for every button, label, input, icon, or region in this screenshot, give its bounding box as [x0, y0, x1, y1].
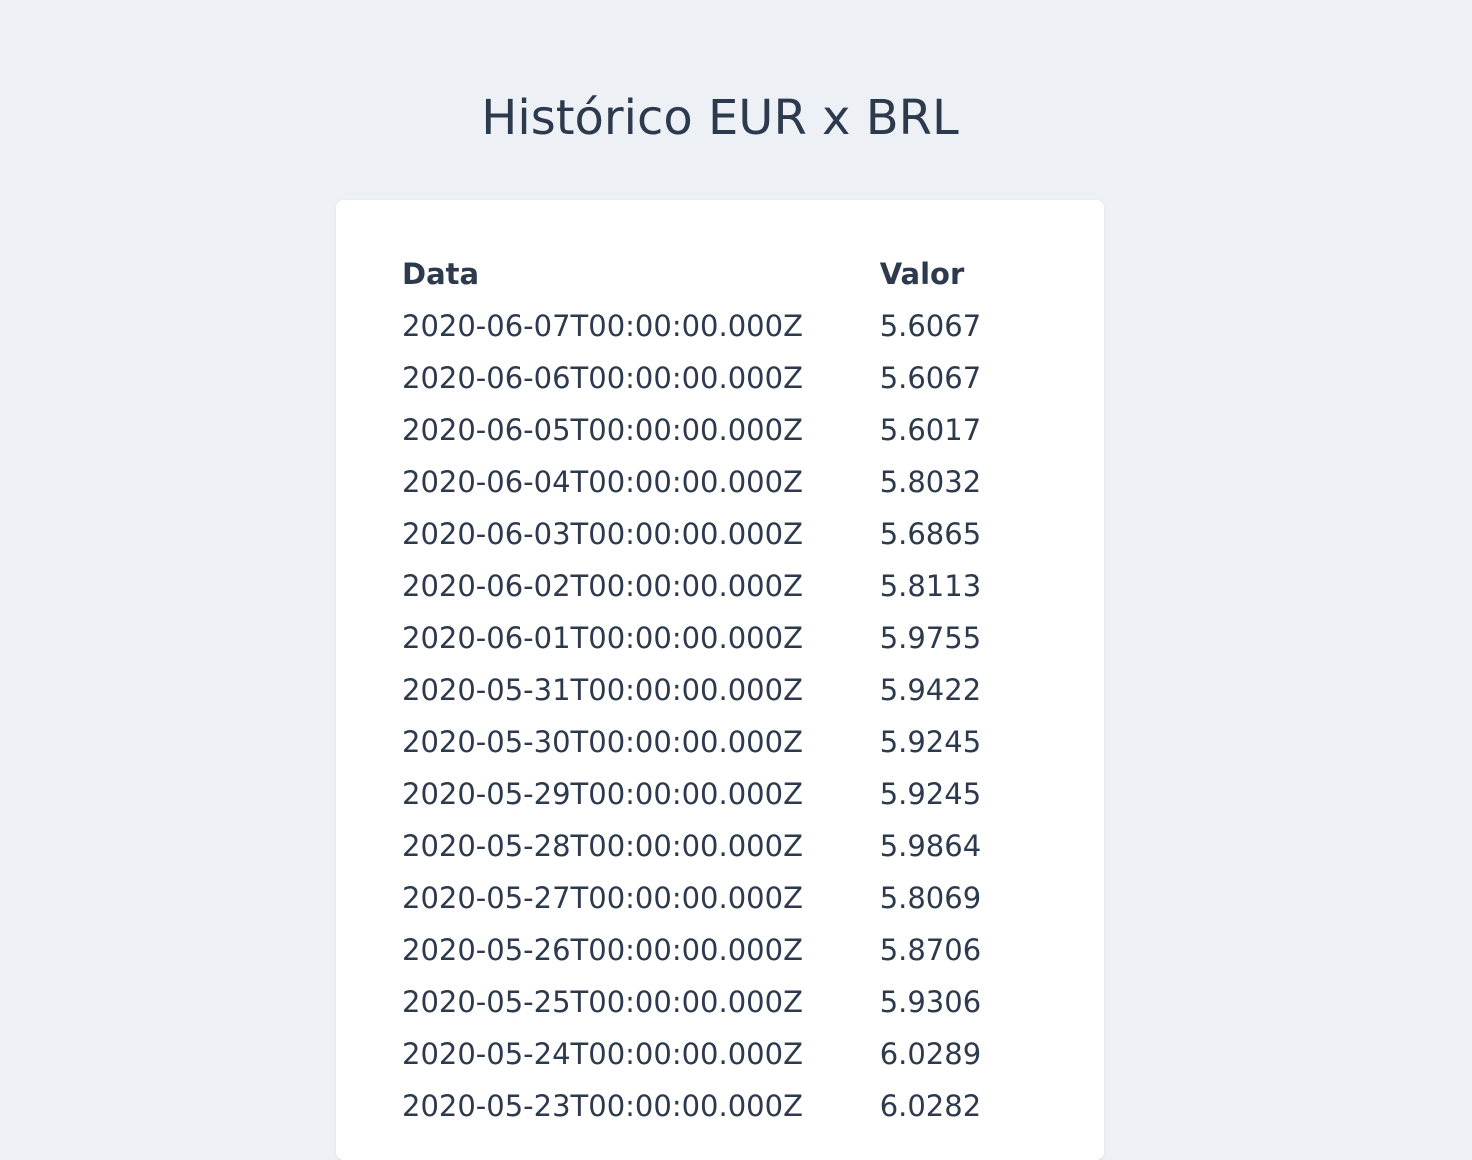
table-row: 2020-06-01T00:00:00.000Z 5.9755	[402, 612, 1038, 664]
column-header-value: Valor	[879, 257, 965, 291]
cell-date: 2020-06-05T00:00:00.000Z	[402, 413, 803, 447]
table-row: 2020-05-25T00:00:00.000Z 5.9306	[402, 976, 1038, 1028]
page-title: Histórico EUR x BRL	[481, 90, 959, 146]
table-row: 2020-05-31T00:00:00.000Z 5.9422	[402, 664, 1038, 716]
cell-value: 5.8706	[879, 933, 982, 967]
cell-value: 6.0289	[879, 1037, 982, 1071]
cell-date: 2020-05-26T00:00:00.000Z	[402, 933, 803, 967]
cell-date: 2020-06-06T00:00:00.000Z	[402, 361, 803, 395]
table-row: 2020-05-27T00:00:00.000Z 5.8069	[402, 872, 1038, 924]
cell-value: 6.0282	[879, 1089, 982, 1123]
table-row: 2020-06-07T00:00:00.000Z 5.6067	[402, 300, 1038, 352]
cell-date: 2020-05-23T00:00:00.000Z	[402, 1089, 803, 1123]
table-row: 2020-06-02T00:00:00.000Z 5.8113	[402, 560, 1038, 612]
table-row: 2020-05-28T00:00:00.000Z 5.9864	[402, 820, 1038, 872]
table-row: 2020-06-06T00:00:00.000Z 5.6067	[402, 352, 1038, 404]
cell-value: 5.9422	[879, 673, 982, 707]
cell-value: 5.6067	[879, 309, 982, 343]
cell-date: 2020-06-03T00:00:00.000Z	[402, 517, 803, 551]
cell-value: 5.6067	[879, 361, 982, 395]
cell-value: 5.8113	[879, 569, 982, 603]
table-row: 2020-05-24T00:00:00.000Z 6.0289	[402, 1028, 1038, 1080]
cell-value: 5.9306	[879, 985, 982, 1019]
cell-value: 5.6017	[879, 413, 982, 447]
table-row: 2020-05-29T00:00:00.000Z 5.9245	[402, 768, 1038, 820]
cell-value: 5.9245	[879, 777, 982, 811]
cell-date: 2020-06-01T00:00:00.000Z	[402, 621, 803, 655]
table-row: 2020-06-04T00:00:00.000Z 5.8032	[402, 456, 1038, 508]
column-header-date: Data	[402, 257, 480, 291]
table-row: 2020-05-23T00:00:00.000Z 6.0282	[402, 1080, 1038, 1132]
cell-value: 5.9245	[879, 725, 982, 759]
cell-value: 5.8069	[879, 881, 982, 915]
cell-date: 2020-05-29T00:00:00.000Z	[402, 777, 803, 811]
cell-date: 2020-05-30T00:00:00.000Z	[402, 725, 803, 759]
table-row: 2020-06-03T00:00:00.000Z 5.6865	[402, 508, 1038, 560]
table-row: 2020-06-05T00:00:00.000Z 5.6017	[402, 404, 1038, 456]
cell-value: 5.6865	[879, 517, 982, 551]
cell-date: 2020-05-28T00:00:00.000Z	[402, 829, 803, 863]
cell-date: 2020-05-24T00:00:00.000Z	[402, 1037, 803, 1071]
history-table: Data Valor 2020-06-07T00:00:00.000Z 5.60…	[402, 248, 1038, 1132]
cell-date: 2020-06-02T00:00:00.000Z	[402, 569, 803, 603]
table-row: 2020-05-26T00:00:00.000Z 5.8706	[402, 924, 1038, 976]
table-header-row: Data Valor	[402, 248, 1038, 300]
cell-value: 5.9755	[879, 621, 982, 655]
cell-value: 5.8032	[879, 465, 982, 499]
cell-date: 2020-06-04T00:00:00.000Z	[402, 465, 803, 499]
history-card: Data Valor 2020-06-07T00:00:00.000Z 5.60…	[336, 200, 1104, 1160]
table-row: 2020-05-30T00:00:00.000Z 5.9245	[402, 716, 1038, 768]
cell-date: 2020-05-25T00:00:00.000Z	[402, 985, 803, 1019]
cell-value: 5.9864	[879, 829, 982, 863]
cell-date: 2020-05-31T00:00:00.000Z	[402, 673, 803, 707]
cell-date: 2020-06-07T00:00:00.000Z	[402, 309, 803, 343]
cell-date: 2020-05-27T00:00:00.000Z	[402, 881, 803, 915]
